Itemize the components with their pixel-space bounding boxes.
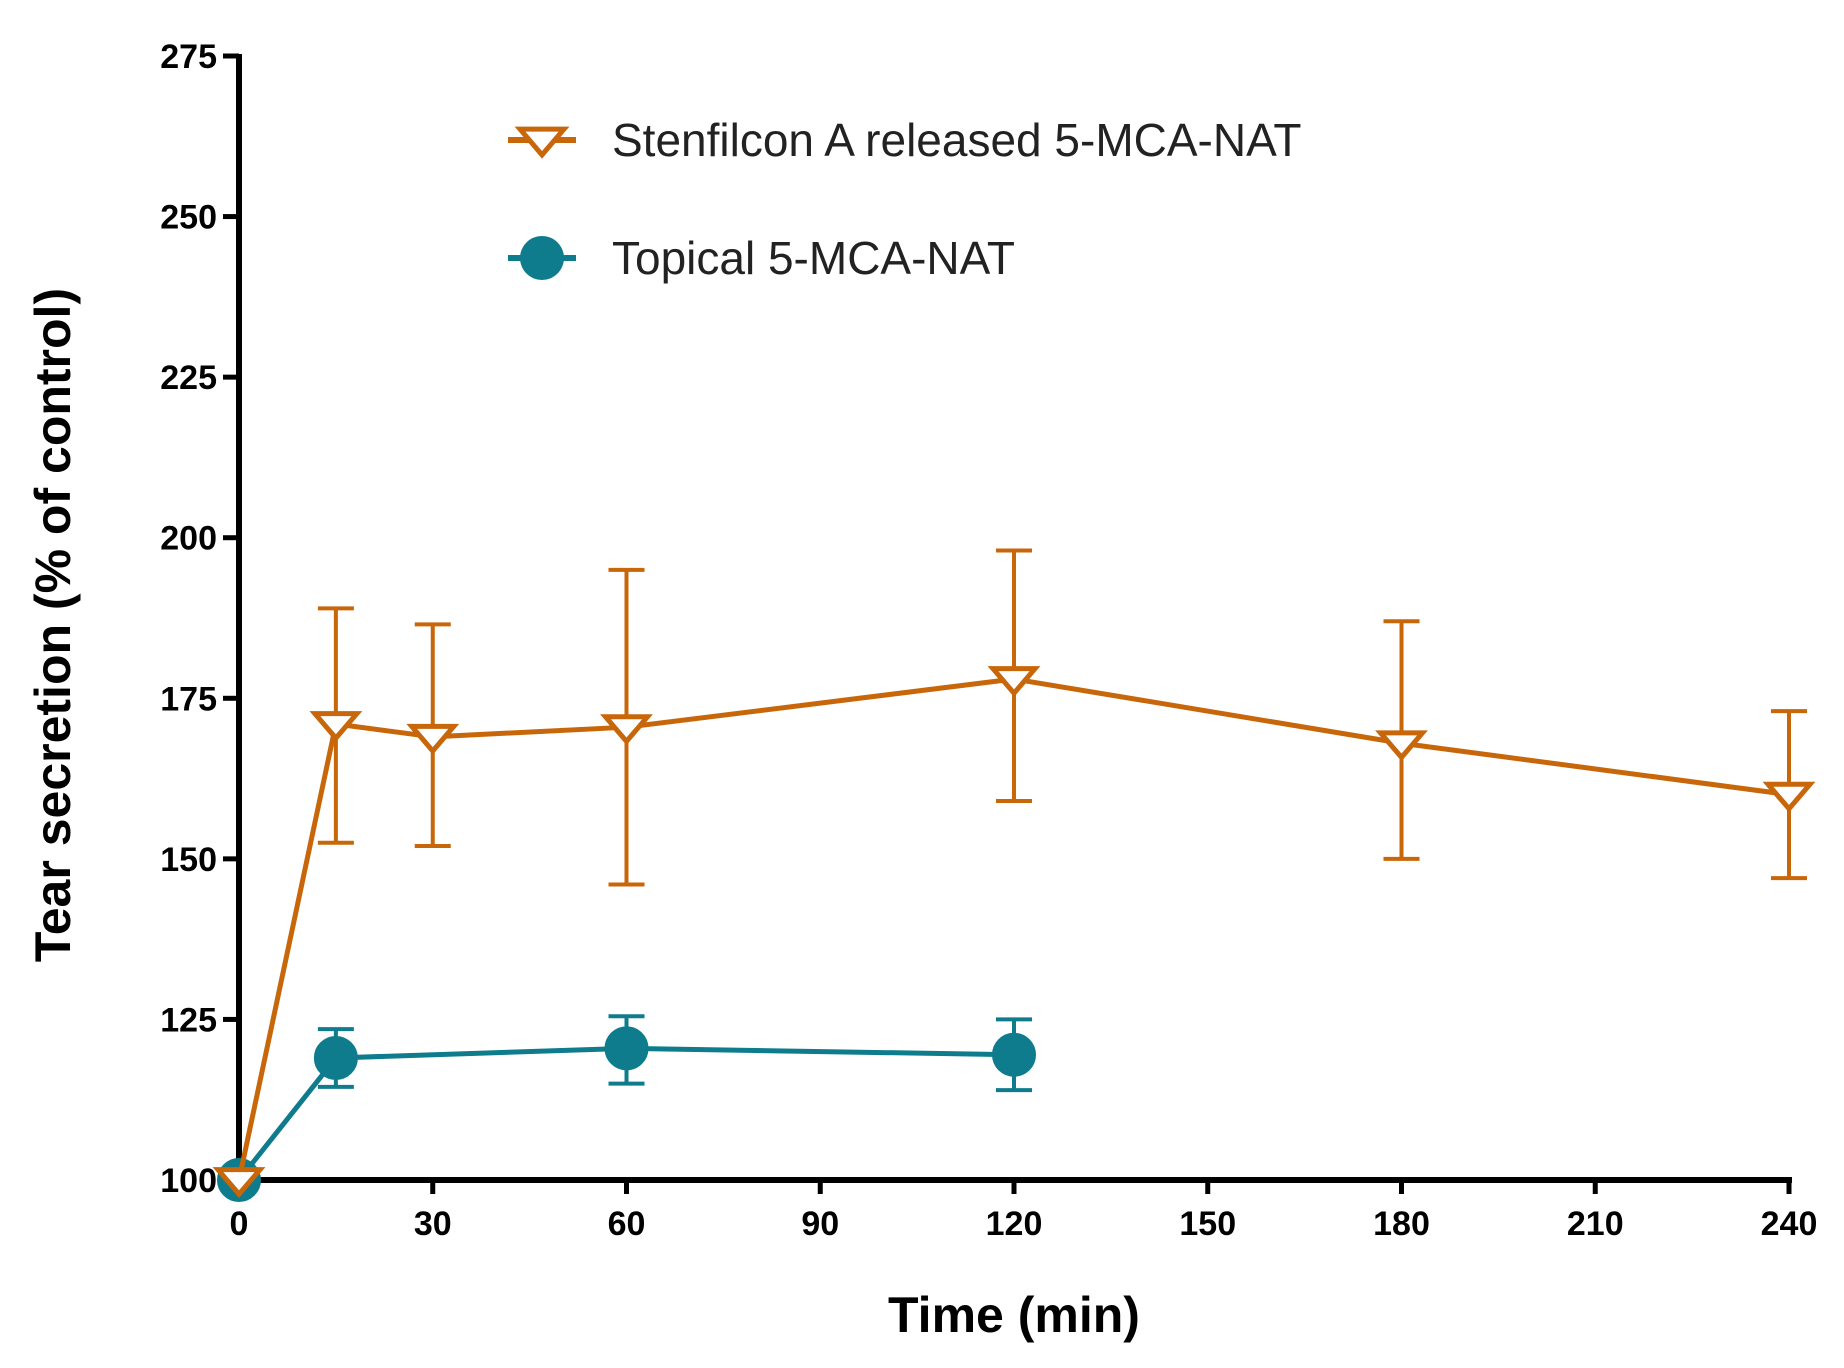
data-point (406, 723, 460, 755)
y-tick-label: 175 (160, 680, 217, 718)
data-point (604, 1026, 649, 1071)
x-tick-label: 210 (1567, 1205, 1624, 1243)
x-axis-title: Time (min) (888, 1287, 1140, 1343)
data-point (212, 1167, 266, 1199)
x-tick-label: 30 (414, 1205, 452, 1243)
y-tick-label: 100 (160, 1162, 217, 1200)
data-point (600, 714, 653, 746)
series-line (237, 1045, 1015, 1182)
series-topical (217, 1014, 1036, 1202)
data-point (987, 666, 1041, 698)
y-tick-label: 275 (160, 38, 217, 76)
y-tick-label: 200 (160, 520, 217, 558)
data-point (1762, 781, 1816, 813)
legend-item: Stenfilcon A released 5-MCA-NAT (508, 114, 1301, 166)
x-tick-label: 120 (986, 1205, 1043, 1243)
axes: 100 125 150 175 200 225 250 275 0 30 60 90 120 150 180… (160, 38, 1817, 1243)
data-point (992, 1032, 1036, 1077)
data-point (309, 711, 363, 742)
x-tick-label: 90 (801, 1205, 839, 1243)
legend: Stenfilcon A released 5-MCA-NAT Topical 5… (508, 114, 1301, 284)
legend-item: Topical 5-MCA-NAT (508, 232, 1015, 284)
x-tick-label: 0 (230, 1205, 249, 1243)
x-tick-label: 60 (608, 1205, 646, 1243)
x-tick-label: 180 (1373, 1205, 1430, 1243)
data-point (1375, 730, 1428, 762)
legend-marker (520, 236, 564, 280)
plot-area (212, 548, 1816, 1202)
y-tick-label: 250 (160, 199, 217, 237)
x-tick-label: 240 (1761, 1205, 1818, 1243)
legend-label: Topical 5-MCA-NAT (612, 232, 1015, 284)
y-tick-label: 225 (160, 359, 217, 397)
y-tick-label: 150 (160, 841, 217, 879)
x-tick-label: 150 (1179, 1205, 1236, 1243)
data-point (313, 1035, 358, 1080)
y-axis-title: Tear secretion (% of control) (25, 288, 81, 962)
legend-label: Stenfilcon A released 5-MCA-NAT (612, 114, 1301, 166)
y-tick-label: 125 (160, 1001, 217, 1039)
series-stenfilcon (212, 548, 1816, 1199)
legend-marker (514, 126, 570, 159)
